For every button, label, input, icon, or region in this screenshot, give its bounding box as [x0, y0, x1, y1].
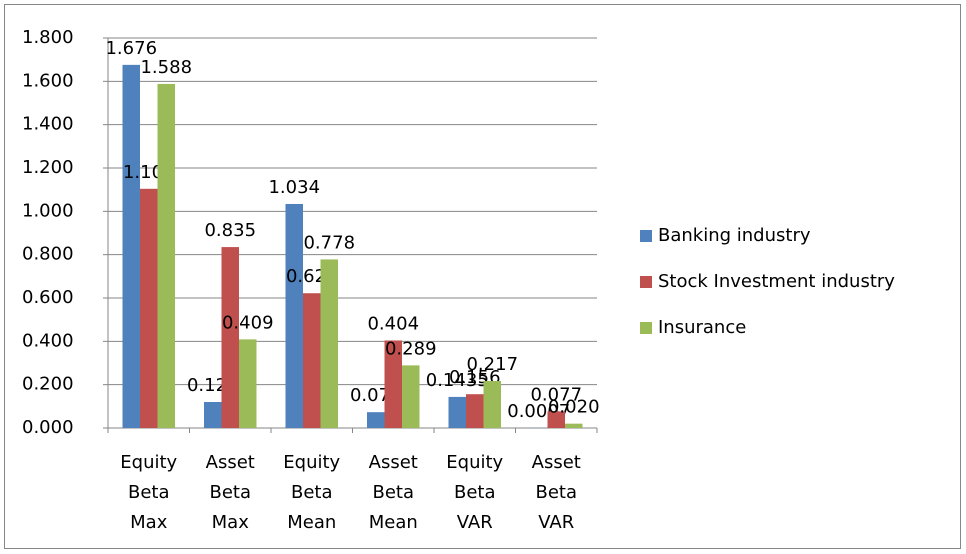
- x-tick-label: Equity Beta VAR: [446, 452, 503, 533]
- bar: [239, 339, 257, 428]
- data-label: 0.409: [222, 312, 274, 333]
- bar: [565, 423, 583, 428]
- bar: [448, 396, 466, 428]
- x-tick-label-line: Equity: [120, 452, 177, 473]
- x-tick-label-line: Asset: [206, 452, 255, 473]
- data-label: 0.835: [204, 220, 256, 241]
- bar: [303, 293, 321, 428]
- x-tick-label-line: Max: [130, 512, 168, 533]
- bar: [221, 247, 239, 428]
- legend-label: Insurance: [658, 317, 746, 338]
- data-label: 0.077: [530, 384, 582, 405]
- legend-label: Banking industry: [658, 225, 811, 246]
- legend-swatch: [640, 276, 652, 288]
- x-tick-label-line: Asset: [369, 452, 418, 473]
- y-tick-label: 0.200: [22, 374, 74, 395]
- data-label: 0.289: [385, 338, 437, 359]
- x-tick-label-line: Beta: [128, 482, 170, 503]
- y-tick-label: 0.400: [22, 330, 74, 351]
- y-tick-label: 1.000: [22, 200, 74, 221]
- y-tick-label: 1.800: [22, 27, 74, 48]
- x-tick-label-line: Beta: [209, 482, 251, 503]
- bar: [204, 402, 222, 428]
- x-tick-label-line: Beta: [535, 482, 577, 503]
- legend-swatch: [640, 230, 652, 242]
- data-label: 1.034: [268, 177, 320, 198]
- x-tick-label-line: Mean: [369, 512, 418, 533]
- x-tick-label-line: Beta: [291, 482, 333, 503]
- bar: [140, 188, 158, 428]
- y-tick-label: 0.600: [22, 287, 74, 308]
- bar: [466, 394, 484, 428]
- y-tick-label: 0.800: [22, 244, 74, 265]
- data-label: 0.404: [367, 313, 419, 334]
- y-tick-label: 1.600: [22, 70, 74, 91]
- x-tick-label-line: Equity: [283, 452, 340, 473]
- legend-label: Stock Investment industry: [658, 271, 895, 292]
- y-tick-label: 0.000: [22, 417, 74, 438]
- legend-swatch: [640, 322, 652, 334]
- bar: [402, 365, 420, 428]
- data-label: 0.217: [466, 354, 518, 375]
- x-tick-label: Equity Beta Mean: [283, 452, 340, 533]
- data-label: 1.588: [140, 57, 192, 78]
- bar: [157, 83, 175, 428]
- bar: [384, 340, 402, 428]
- x-tick-label-line: Beta: [372, 482, 414, 503]
- x-tick-label-line: Max: [212, 512, 250, 533]
- x-tick-label: Asset Beta Max: [206, 452, 255, 533]
- data-label: 1.676: [105, 38, 157, 59]
- x-tick-label: Asset Beta Mean: [369, 452, 418, 533]
- data-label: 0.778: [303, 232, 355, 253]
- bar: [320, 259, 338, 428]
- bar: [367, 412, 385, 428]
- data-label: 0.020: [548, 397, 600, 418]
- x-tick-label: Asset Beta VAR: [532, 452, 581, 533]
- x-tick-label: Equity Beta Max: [120, 452, 177, 533]
- x-tick-label-line: VAR: [457, 512, 493, 533]
- data-label: 0.1435: [426, 370, 489, 391]
- bar: [547, 411, 565, 428]
- bar: [285, 203, 303, 428]
- x-tick-label-line: Asset: [532, 452, 581, 473]
- bar: [122, 64, 140, 428]
- bar: [483, 380, 501, 428]
- x-tick-label-line: Mean: [287, 512, 336, 533]
- x-tick-label-line: Equity: [446, 452, 503, 473]
- x-tick-label-line: VAR: [538, 512, 574, 533]
- x-tick-label-line: Beta: [454, 482, 496, 503]
- y-tick-label: 1.200: [22, 157, 74, 178]
- y-tick-label: 1.400: [22, 114, 74, 135]
